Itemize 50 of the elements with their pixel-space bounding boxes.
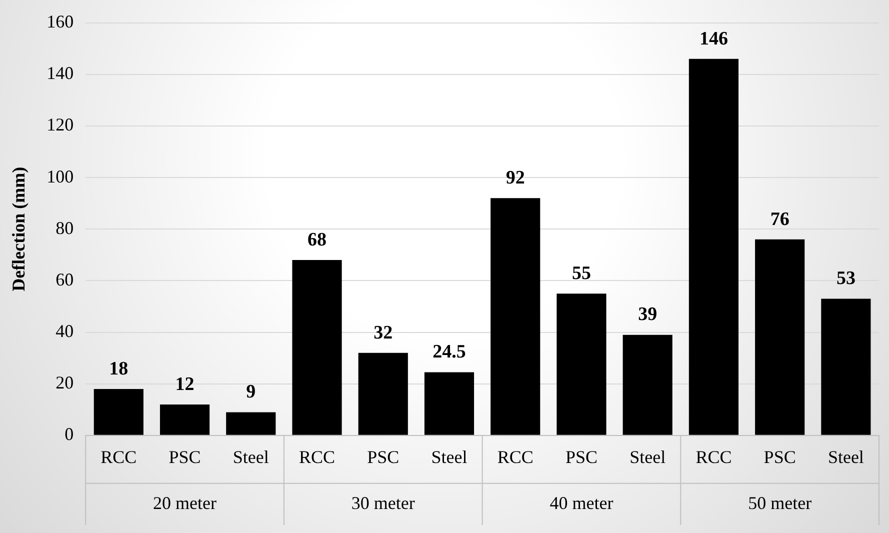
data-label: 12 [175,374,194,395]
bar [358,352,408,435]
bar [226,412,276,435]
y-tick-label: 40 [56,320,74,341]
x-tick-label: Steel [232,446,269,467]
x-tick-label: Steel [431,446,468,467]
text: 30 meter [351,492,415,513]
x-tick-label: RCC [497,446,534,467]
bar [622,334,672,435]
x-tick-label: RCC [696,446,732,467]
bar [424,372,474,435]
data-label: 76 [770,208,790,230]
y-tick-label: 140 [46,63,74,84]
bar [490,198,540,435]
x-tick-label: RCC [100,446,137,467]
x-tick-label: Steel [630,446,666,467]
y-tick-label: 20 [56,372,74,393]
x-tick-label: PSC [168,446,201,467]
x-tick-label: PSC [367,446,400,467]
data-label: 32 [374,322,393,344]
bar [292,260,342,435]
y-tick-label: 80 [56,218,74,238]
data-label: 146 [699,28,728,50]
text: 50 meter [748,492,812,513]
data-label: 9 [246,382,256,403]
y-tick-label: 0 [64,424,74,444]
x-tick-label: PSC [764,446,796,467]
y-tick-label: 60 [56,269,74,290]
y-tick-label: 160 [46,12,74,32]
x-tick-label: RCC [298,446,336,467]
data-label: 68 [308,229,327,250]
bar [688,58,738,435]
bar [556,294,606,435]
x-tick-label: PSC [565,446,598,467]
data-label: 55 [572,262,591,284]
bar [755,239,805,435]
text: 40 meter [550,492,614,513]
x-tick-label: Steel [828,446,864,467]
text: 20 meter [153,492,217,513]
data-label: 92 [506,168,525,189]
data-label: 39 [638,304,658,326]
bar [160,404,210,435]
bar [94,388,144,435]
data-label: 24.5 [432,342,466,363]
data-label: 53 [836,268,856,290]
y-tick-label: 100 [46,166,74,186]
y-tick-label: 120 [46,114,74,135]
bar [821,298,871,435]
data-label: 18 [109,358,128,380]
y-axis-title: Deflection (mm) [8,166,28,292]
